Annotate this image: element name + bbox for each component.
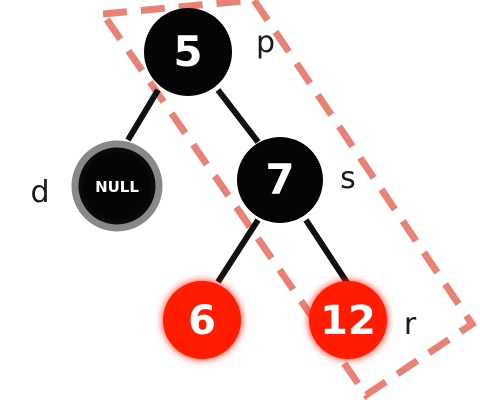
node-label-s: s — [340, 161, 356, 196]
node-value: 6 — [188, 298, 216, 344]
tree-node-5: 5 — [144, 8, 232, 96]
tree-node-12: 12 — [309, 281, 387, 359]
node-label-d: d — [30, 175, 49, 210]
node-value: NULL — [95, 178, 139, 196]
tree-node-null: NULL — [71, 140, 163, 232]
edge-7-12 — [303, 218, 351, 286]
tree-node-7: 7 — [237, 137, 323, 223]
node-value: 5 — [173, 27, 202, 76]
edge-5-null — [125, 88, 161, 142]
dashed-highlight-band — [96, 0, 477, 400]
edge-7-6 — [215, 218, 261, 284]
edge-5-7 — [215, 88, 261, 144]
tree-node-6: 6 — [163, 281, 241, 359]
node-label-p: p — [256, 25, 275, 60]
node-value: 12 — [320, 298, 376, 344]
node-label-r: r — [404, 307, 417, 342]
node-value: 7 — [265, 155, 294, 204]
